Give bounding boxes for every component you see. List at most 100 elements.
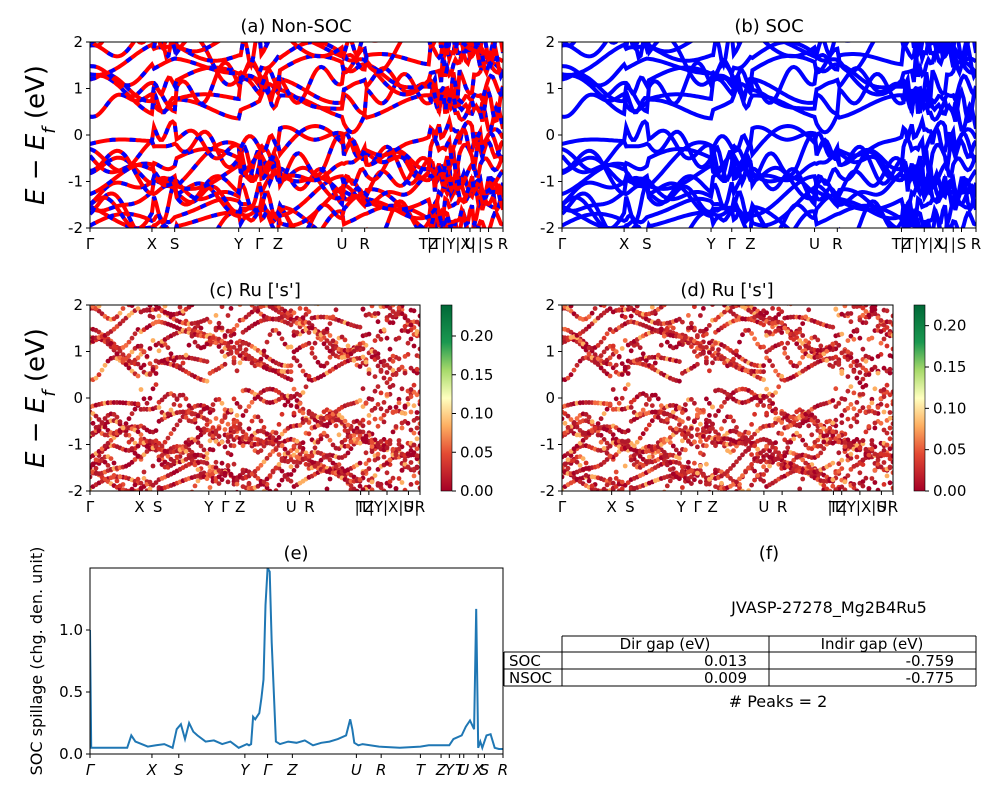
- projected-band-point: [135, 429, 141, 435]
- x-tick-label: Γ: [255, 235, 264, 253]
- table-header-dir-gap: Dir gap (eV): [620, 635, 711, 653]
- projected-band-point: [875, 487, 881, 491]
- projected-band-point: [352, 290, 357, 295]
- projected-band-point: [874, 305, 876, 306]
- projected-band-point: [704, 461, 709, 467]
- projected-band-point: [577, 338, 583, 344]
- projected-band-point: [340, 295, 345, 300]
- projected-band-point: [767, 459, 772, 465]
- projected-band-point: [830, 420, 836, 426]
- projected-band-point: [114, 414, 120, 420]
- projected-band-point: [667, 413, 673, 419]
- projected-band-point: [785, 463, 791, 469]
- projected-band-point: [412, 299, 417, 304]
- projected-band-point: [607, 453, 613, 459]
- projected-band-point: [619, 395, 625, 401]
- projected-band-point: [255, 414, 261, 420]
- projected-band-point: [153, 382, 159, 387]
- projected-band-point: [821, 288, 826, 293]
- projected-band-point: [887, 392, 893, 398]
- projected-band-point: [794, 495, 799, 500]
- projected-band-point: [878, 451, 884, 457]
- projected-band-point: [417, 354, 420, 359]
- projected-band-point: [764, 443, 769, 449]
- projected-band-point: [610, 432, 616, 438]
- panel-d-xticks: Γ X S Y Γ Z U R TZ|T|Y|X|U|S R: [558, 491, 898, 516]
- projected-band-point: [644, 298, 649, 303]
- projected-band-point: [417, 389, 420, 395]
- projected-band-point: [375, 363, 381, 369]
- projected-band-point: [414, 446, 420, 452]
- projected-band-point: [141, 362, 147, 368]
- x-tick-label: Γ: [558, 235, 567, 253]
- projected-band-point: [309, 325, 315, 331]
- projected-band-point: [710, 346, 715, 352]
- projected-band-point: [381, 400, 387, 405]
- projected-band-point: [773, 390, 778, 395]
- y-tick-label: 2: [545, 296, 555, 314]
- projected-band-point: [159, 443, 165, 449]
- projected-band-point: [800, 333, 806, 338]
- projected-band-point: [842, 487, 848, 491]
- projected-band-point: [890, 333, 893, 338]
- projected-band-point: [589, 483, 595, 489]
- projected-band-point: [586, 414, 592, 420]
- projected-band-point: [833, 386, 839, 392]
- projected-band-point: [291, 443, 297, 449]
- projected-band-point: [595, 356, 601, 361]
- projected-band-point: [599, 296, 604, 301]
- projected-band-point: [849, 292, 854, 297]
- projected-band-point: [123, 362, 129, 367]
- projected-band-point: [797, 486, 803, 491]
- x-tick-label: X: [147, 235, 157, 253]
- projected-band-point: [117, 310, 123, 316]
- y-tick-label: 1: [73, 343, 83, 361]
- projected-band-point: [279, 477, 285, 483]
- projected-band-point: [565, 413, 571, 419]
- x-tick-label: R: [498, 761, 508, 779]
- projected-band-point: [848, 384, 854, 389]
- projected-band-point: [806, 284, 811, 289]
- projected-band-point: [791, 501, 796, 506]
- projected-band-point: [345, 450, 351, 456]
- panel-d-projected-bands: [562, 273, 893, 506]
- projected-band-point: [881, 394, 887, 400]
- projected-band-point: [611, 287, 616, 292]
- projected-band-point: [584, 273, 589, 278]
- projected-band-point: [300, 440, 306, 446]
- projected-band-point: [384, 470, 390, 476]
- band-line-nsoc: [90, 42, 503, 71]
- projected-band-point: [231, 344, 237, 350]
- projected-band-point: [249, 399, 255, 405]
- projected-band-point: [366, 311, 372, 317]
- projected-band-point: [355, 293, 360, 298]
- projected-band-point: [123, 343, 129, 348]
- projected-band-point: [138, 309, 144, 315]
- x-tick-label: R: [415, 498, 425, 516]
- projected-band-point: [219, 349, 225, 354]
- projected-band-point: [126, 339, 132, 345]
- projected-band-point: [887, 370, 893, 376]
- projected-band-point: [288, 393, 294, 399]
- projected-band-point: [165, 453, 171, 459]
- projected-band-point: [405, 451, 411, 457]
- projected-band-point: [800, 457, 806, 463]
- projected-band-point: [291, 310, 297, 316]
- x-tick-label: U: [758, 498, 769, 516]
- projected-band-point: [361, 299, 366, 304]
- x-tick-label: X: [146, 761, 158, 779]
- projected-band-point: [776, 306, 782, 312]
- projected-band-point: [162, 439, 168, 445]
- projected-band-point: [267, 473, 273, 478]
- projected-band-point: [321, 330, 327, 336]
- projected-band-point: [887, 480, 893, 486]
- band-line-soc: [562, 132, 976, 191]
- projected-band-point: [294, 398, 300, 403]
- projected-band-point: [303, 384, 309, 390]
- projected-band-point: [279, 468, 285, 474]
- projected-band-point: [622, 367, 628, 372]
- projected-band-point: [595, 343, 601, 348]
- table-row-label: SOC: [509, 652, 541, 670]
- projected-band-point: [848, 467, 854, 472]
